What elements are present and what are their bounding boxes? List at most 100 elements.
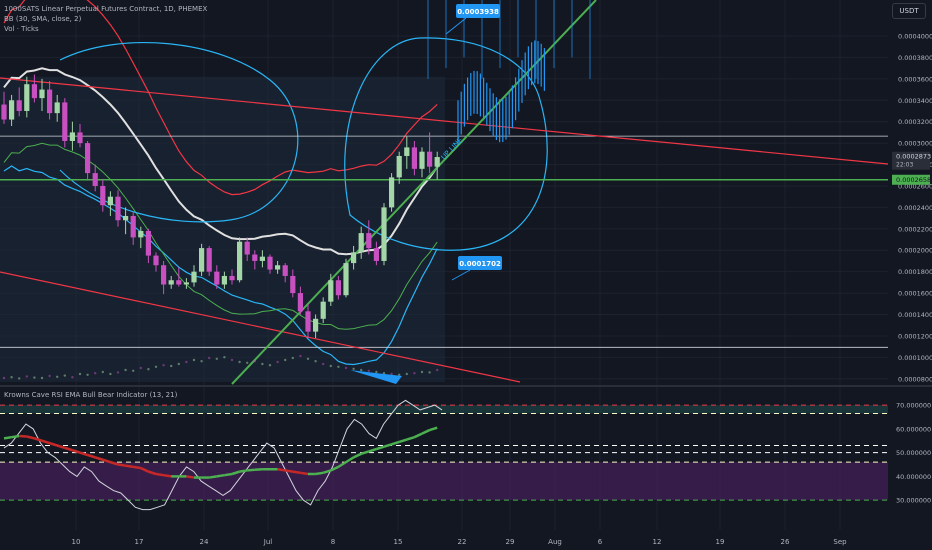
candle-body [16, 100, 22, 111]
volume-dot [86, 373, 89, 376]
rsi-ema-segment [163, 473, 172, 478]
volume-dot [329, 364, 332, 368]
candle-body [237, 241, 243, 281]
volume-dot [109, 372, 112, 376]
candle-body [297, 293, 303, 312]
legend-bollinger[interactable]: BB (30, SMA, close, 2) [4, 15, 82, 23]
bb-lower-band [3, 165, 438, 366]
candle-body [115, 196, 121, 221]
price-tick-label: 0.0002000 [898, 247, 932, 255]
candle-body [130, 215, 136, 238]
bb-upper-band [3, 0, 438, 196]
price-tick-label: 0.0001400 [898, 311, 932, 319]
candle-body [381, 207, 387, 261]
price-tick-label: 0.0002400 [898, 204, 932, 212]
candle-body [389, 177, 395, 208]
price-axis[interactable]: 0.0004000 0.0003800 0.0003600 0.0003400 0.00… [892, 33, 932, 384]
bb-basis-line [3, 67, 439, 256]
price-tick-label: 0.0001600 [898, 290, 932, 298]
volume-dot [71, 376, 74, 379]
candle-body [107, 196, 113, 206]
volume-dot [200, 360, 203, 363]
volume-dot [375, 370, 378, 374]
volume-dot [390, 372, 393, 376]
candle-body [214, 271, 220, 285]
candle-body [335, 280, 341, 296]
legend-volume[interactable]: Vol · Ticks [4, 25, 39, 33]
time-axis[interactable]: 10 17 24 Jul 8 15 22 29 Aug 6 12 19 26 Sep [72, 538, 848, 546]
rsi-ema-segment [247, 468, 255, 472]
volume-dot [223, 356, 226, 359]
volume-dot [94, 372, 97, 375]
callout-low: 0.0001702 [459, 260, 501, 268]
legend-rsi[interactable]: Krowns Cave RSI EMA Bull Bear Indicator … [4, 391, 178, 399]
candle-body [419, 151, 425, 169]
candle-body [282, 265, 288, 276]
rsi-ema-segment [216, 473, 225, 478]
currency-selector[interactable]: USDT [892, 3, 926, 19]
price-tick-label: 0.0003800 [898, 54, 932, 62]
callout-high-pointer [445, 17, 467, 35]
rsi-line [3, 399, 443, 511]
rsi-ema-segment [155, 472, 164, 477]
rsi-ema-segment [337, 461, 347, 468]
candle-body [191, 271, 197, 283]
volume-dot [261, 362, 264, 366]
candle-body [411, 147, 417, 169]
candle-body [221, 275, 227, 285]
rsi-ema-segment [209, 475, 217, 479]
volume-dot [268, 364, 272, 367]
rsi-ema-segment [353, 452, 362, 459]
candle-body [206, 248, 212, 272]
volume-dot [367, 369, 370, 372]
price-label-bg [892, 174, 930, 185]
volume-dot [48, 374, 51, 378]
candle-body [31, 84, 37, 99]
candles[interactable] [1, 0, 591, 339]
rsi-ema-segment [398, 438, 408, 444]
rsi-ema-segment [79, 451, 88, 457]
rsi-ema-segment [94, 456, 104, 461]
price-label-bg [892, 151, 930, 170]
rsi-ema-segment [34, 437, 43, 442]
candle-body [320, 301, 326, 319]
candle-body [100, 185, 106, 206]
rsi-bear-zone [0, 462, 888, 501]
rsi-ema-segment [140, 466, 149, 473]
time-tick-label: Sep [833, 538, 847, 546]
rsi-ema-segment [285, 469, 293, 473]
rsi-ema-segment [368, 447, 377, 453]
volume-dot [246, 361, 249, 364]
volume-dot [405, 372, 408, 376]
volume-dot [78, 372, 82, 376]
candle-body [328, 280, 334, 302]
volume-dot [124, 368, 127, 372]
rsi-ema-segment [148, 470, 157, 476]
volume-dot [101, 370, 105, 374]
volume-dot [382, 372, 386, 375]
candle-body [69, 132, 75, 141]
candle-body [267, 256, 273, 270]
candle-body [153, 255, 159, 266]
time-tick-label: 29 [506, 538, 515, 546]
volume-dot [306, 357, 310, 360]
price-tick-label: 0.0002600 [898, 182, 932, 190]
candle-body [183, 282, 189, 285]
candle-body [161, 265, 167, 285]
legend-symbol[interactable]: 1000SATS Linear Perpetual Futures Contra… [4, 5, 208, 13]
rsi-panel[interactable]: 70.000000 60.000000 50.000000 40.000000 30.0… [0, 399, 931, 511]
rsi-ema-segment [87, 453, 96, 459]
volume-dot [56, 375, 59, 378]
candle-body [252, 254, 258, 261]
volume-dot [208, 356, 211, 360]
rsi-ema-segment [315, 471, 324, 476]
rsi-ema-segment [239, 469, 248, 473]
time-tick-label: 17 [135, 538, 144, 546]
candle-body [176, 280, 182, 285]
rsi-ema-segment [360, 450, 370, 456]
volume-dot [352, 367, 355, 370]
candle-body [24, 84, 30, 111]
rsi-ema-segment [421, 428, 431, 435]
candle-body [39, 89, 45, 99]
